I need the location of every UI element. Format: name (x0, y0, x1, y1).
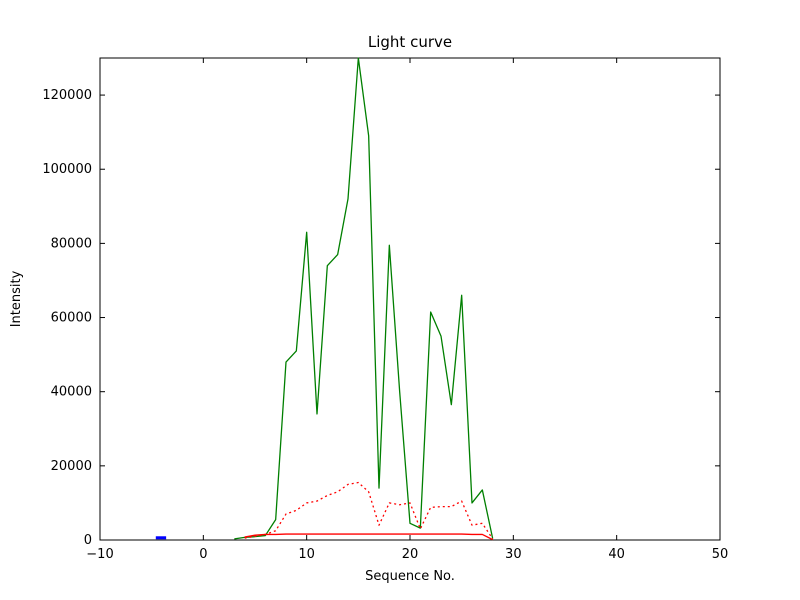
x-tick-label: 10 (298, 547, 315, 562)
x-tick-label: 40 (608, 547, 625, 562)
y-tick-label: 100000 (42, 162, 92, 177)
x-tick-label: 20 (402, 547, 419, 562)
x-tick-label: 0 (199, 547, 207, 562)
plot-area: −10 0 10 20 30 40 5002000040000600008000010000… (42, 57, 729, 562)
secondary-intensity-dotted-series (244, 481, 494, 540)
y-axis-label: Intensity (9, 270, 24, 327)
y-tick-label: 20000 (51, 459, 92, 474)
x-tick-label: −10 (86, 547, 113, 562)
y-tick-label: 0 (84, 533, 92, 548)
baseline-intensity-series (244, 533, 493, 541)
chart-title: Light curve (368, 33, 452, 51)
main-intensity-series (234, 57, 494, 540)
x-tick-label: 30 (505, 547, 522, 562)
x-tick-label: 50 (712, 547, 729, 562)
y-tick-label: 60000 (51, 311, 92, 326)
y-tick-label: 80000 (51, 236, 92, 251)
y-tick-label: 40000 (51, 385, 92, 400)
y-tick-label: 120000 (42, 88, 92, 103)
plot-border (99, 57, 721, 541)
x-axis-label: Sequence No. (365, 569, 455, 584)
